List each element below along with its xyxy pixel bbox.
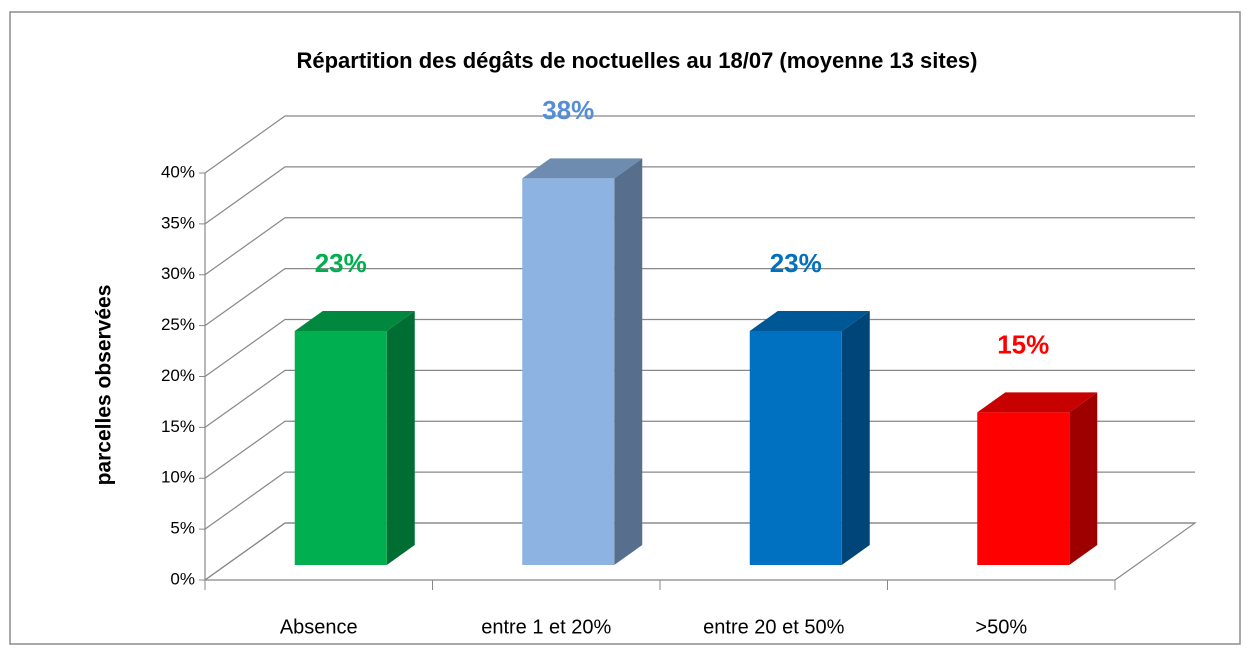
bar-front bbox=[749, 330, 842, 565]
bar-front bbox=[294, 330, 387, 565]
y-tick-label: 5% bbox=[170, 519, 195, 538]
grid-line bbox=[204, 420, 1195, 479]
x-tick-label: entre 20 et 50% bbox=[703, 616, 844, 638]
bar-side bbox=[841, 310, 870, 565]
grid-line bbox=[204, 268, 1195, 327]
y-tick-label: 25% bbox=[161, 315, 195, 334]
x-tick-label: entre 1 et 20% bbox=[481, 616, 611, 638]
bar-top bbox=[749, 310, 870, 331]
bar-side bbox=[1069, 392, 1098, 565]
y-tick-label: 15% bbox=[161, 417, 195, 436]
bar-side bbox=[614, 158, 643, 565]
grid-line bbox=[204, 115, 1195, 174]
bar bbox=[749, 310, 870, 565]
bar-side bbox=[386, 310, 415, 565]
y-tick-label: 40% bbox=[161, 162, 195, 181]
bar-top bbox=[294, 310, 415, 331]
grid-line bbox=[204, 217, 1195, 276]
data-label: 23% bbox=[770, 248, 822, 278]
bar bbox=[977, 392, 1098, 565]
y-tick-label: 10% bbox=[161, 468, 195, 487]
grid-line bbox=[204, 369, 1195, 428]
data-label: 23% bbox=[315, 248, 367, 278]
y-tick-label: 30% bbox=[161, 264, 195, 283]
bar-top bbox=[522, 158, 643, 179]
bar-top bbox=[977, 392, 1098, 413]
bar bbox=[294, 310, 415, 565]
x-tick-label: Absence bbox=[280, 616, 358, 638]
chart-title: Répartition des dégâts de noctuelles au … bbox=[296, 48, 977, 73]
y-tick-label: 20% bbox=[161, 366, 195, 385]
grid-line bbox=[204, 522, 1195, 581]
bar-front bbox=[522, 178, 615, 565]
bar-front bbox=[977, 412, 1070, 565]
data-label: 15% bbox=[997, 329, 1049, 359]
x-tick-label: >50% bbox=[975, 616, 1027, 638]
grid-line bbox=[204, 166, 1195, 225]
data-label: 38% bbox=[542, 95, 594, 125]
y-tick-label: 35% bbox=[161, 213, 195, 232]
bar bbox=[522, 158, 643, 565]
grid-line bbox=[204, 318, 1195, 377]
grid-line bbox=[204, 471, 1195, 530]
y-tick-label: 0% bbox=[170, 569, 195, 588]
y-axis-label: parcelles observées bbox=[93, 285, 116, 486]
